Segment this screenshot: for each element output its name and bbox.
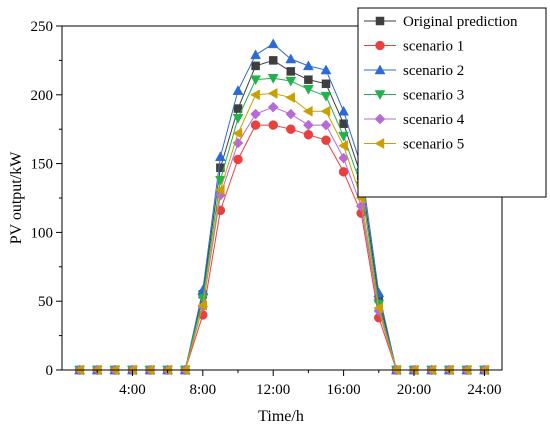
data-point	[302, 105, 313, 117]
data-point	[250, 120, 261, 130]
legend-label: scenario 1	[403, 39, 464, 55]
legend-item: scenario 3	[364, 88, 464, 104]
data-point	[233, 154, 243, 165]
x-tick-label: 4:00	[119, 382, 146, 398]
legend-marker	[375, 16, 385, 26]
data-point	[285, 108, 297, 120]
data-point	[338, 140, 348, 152]
x-tick-label: 20:00	[397, 382, 431, 398]
legend-label: Original prediction	[403, 14, 518, 30]
legend-label: scenario 3	[403, 88, 464, 104]
legend-label: scenario 5	[403, 137, 464, 153]
data-point	[321, 79, 331, 89]
data-point	[320, 64, 332, 75]
data-point	[268, 56, 278, 65]
legend-marker	[375, 40, 385, 51]
legend-marker	[374, 113, 386, 125]
data-point	[285, 92, 296, 103]
data-point	[267, 38, 279, 49]
legend-item: scenario 2	[364, 63, 464, 79]
x-tick-label: 16:00	[327, 382, 361, 398]
data-point	[338, 167, 349, 177]
x-tick-label: 24:00	[467, 382, 501, 398]
x-axis-title: Time/h	[258, 408, 304, 425]
x-tick-label: 8:00	[189, 382, 216, 398]
y-tick-label: 50	[38, 294, 53, 310]
data-point	[373, 302, 384, 314]
data-point	[250, 49, 262, 60]
data-point	[285, 76, 297, 87]
y-tick-label: 200	[31, 88, 54, 104]
x-tick-label: 12:00	[256, 382, 290, 398]
data-point	[268, 120, 278, 130]
data-point	[286, 67, 296, 76]
data-point	[286, 124, 296, 134]
legend-marker	[374, 138, 385, 149]
data-point	[302, 60, 314, 71]
data-point	[302, 85, 314, 95]
legend-box	[357, 7, 547, 198]
data-point	[197, 299, 208, 311]
data-point	[338, 105, 350, 116]
data-point	[250, 75, 262, 86]
data-point	[267, 101, 279, 113]
y-tick-label: 100	[31, 225, 54, 241]
legend-item: Original prediction	[364, 14, 518, 30]
legend-label: scenario 4	[403, 112, 465, 128]
data-point	[303, 119, 314, 131]
data-point	[285, 53, 297, 64]
legend-item: scenario 4	[364, 112, 465, 128]
data-point	[232, 113, 244, 124]
data-point	[355, 200, 367, 212]
data-point	[232, 85, 244, 95]
data-point	[321, 135, 331, 145]
y-tick-label: 150	[31, 157, 54, 173]
data-point	[214, 151, 226, 161]
y-tick-label: 250	[31, 19, 54, 35]
data-point	[250, 108, 261, 120]
legend-item: scenario 1	[364, 39, 464, 55]
data-point	[251, 61, 260, 71]
legend-marker	[374, 90, 386, 101]
data-point	[214, 184, 225, 196]
ticks-layer: 4:00 8:00 12:00 16:00 20:00 24:00 0 50 100 150 200…	[31, 19, 502, 398]
data-point	[304, 75, 313, 84]
y-tick-label: 0	[46, 363, 54, 379]
legend-marker	[374, 64, 386, 75]
data-point	[320, 119, 332, 131]
legend: Original prediction scenario 1 scenario 2 s…	[357, 7, 547, 198]
data-point	[320, 91, 332, 102]
data-point	[250, 89, 260, 101]
data-point	[320, 105, 331, 117]
data-point	[338, 131, 350, 142]
data-point	[267, 87, 278, 99]
legend-item: scenario 5	[364, 137, 464, 153]
data-point	[232, 127, 243, 139]
data-point	[197, 294, 209, 304]
y-axis-title: PV output/kW	[8, 151, 25, 245]
legend-label: scenario 2	[403, 63, 464, 79]
data-point	[267, 74, 279, 84]
data-point	[303, 129, 314, 140]
